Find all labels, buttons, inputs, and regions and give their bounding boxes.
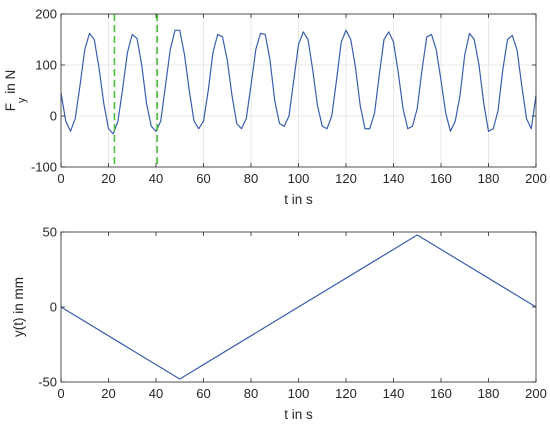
x-tick-label: 80: [244, 386, 258, 401]
force-y-label-subscript: y: [16, 97, 28, 103]
y-tick-label: 0: [50, 109, 57, 124]
series-line: [60, 29, 537, 135]
x-tick-label: 0: [57, 386, 64, 401]
y-tick-label: -100: [31, 160, 57, 175]
y-tick-label: -50: [38, 375, 57, 390]
x-tick-label: 160: [430, 386, 452, 401]
x-tick-label: 0: [57, 171, 64, 186]
force-x-axis-label: t in s: [284, 192, 313, 207]
x-tick-label: 20: [101, 386, 115, 401]
force-plot-grid: [61, 14, 536, 167]
y-tick-label: 0: [50, 300, 57, 315]
x-tick-label: 60: [196, 171, 210, 186]
x-tick-label: 100: [288, 386, 310, 401]
x-tick-label: 40: [149, 386, 163, 401]
force-series: [60, 29, 537, 135]
force-y-ticks: -100 0 100 200: [31, 7, 536, 175]
x-tick-label: 180: [478, 171, 500, 186]
x-tick-label: 200: [525, 386, 547, 401]
x-tick-label: 160: [430, 171, 452, 186]
x-tick-label: 40: [149, 171, 163, 186]
x-tick-label: 140: [383, 386, 405, 401]
series-line: [60, 234, 537, 380]
force-y-label-main: F: [3, 103, 18, 111]
force-y-axis-label: Fy in N: [3, 70, 28, 112]
x-tick-label: 80: [244, 171, 258, 186]
time-window-markers: [113, 14, 158, 167]
displacement-series: [60, 234, 537, 380]
x-tick-label: 20: [101, 171, 115, 186]
x-tick-label: 200: [525, 171, 547, 186]
y-tick-label: 100: [35, 58, 57, 73]
force-y-label-unit: in N: [3, 70, 18, 98]
x-tick-label: 60: [196, 386, 210, 401]
x-tick-label: 180: [478, 386, 500, 401]
displacement-x-ticks: 0 20 40 60 80 100 120 140 160 180 200: [57, 232, 547, 401]
force-plot: 0 20 40 60 80 100 120 140 160 180 200 -1000100200 …: [3, 7, 547, 208]
x-tick-label: 120: [335, 386, 357, 401]
x-tick-label: 120: [335, 171, 357, 186]
displacement-x-axis-label: t in s: [284, 407, 313, 422]
x-tick-label: 100: [288, 171, 310, 186]
displacement-y-axis-label: y(t) in mm: [11, 277, 26, 337]
force-x-ticks: 0 20 40 60 80 100 120 140 160 180 200: [57, 14, 547, 186]
y-tick-label: 200: [35, 7, 57, 22]
displacement-y-ticks: -50 0 50: [38, 225, 536, 390]
x-tick-label: 140: [383, 171, 405, 186]
y-tick-label: 50: [43, 225, 57, 240]
